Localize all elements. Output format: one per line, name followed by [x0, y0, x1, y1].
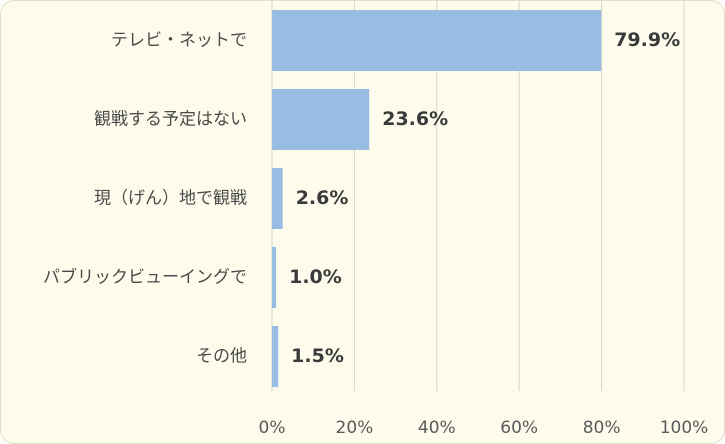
x-tick-label: 60% — [500, 418, 538, 438]
x-tick-label: 40% — [418, 418, 456, 438]
category-label: 現（げん）地で観戦 — [94, 189, 247, 209]
category-label: 観戦する予定はない — [94, 110, 247, 130]
value-labels: 79.9% 23.6% 2.6% 1.0% 1.5% — [289, 29, 680, 367]
x-tick-label: 20% — [336, 418, 374, 438]
value-label: 1.5% — [291, 345, 344, 367]
value-label: 23.6% — [382, 108, 448, 130]
x-axis-ticks: 0% 20% 40% 60% 80% 100% — [259, 418, 709, 438]
bar — [272, 168, 283, 229]
x-tick-label: 100% — [660, 418, 709, 438]
value-label: 1.0% — [289, 266, 342, 288]
category-label: その他 — [196, 347, 247, 367]
bars — [272, 10, 602, 387]
bar — [272, 89, 370, 150]
value-label: 2.6% — [296, 187, 349, 209]
category-labels: テレビ・ネットで観戦する予定はない現（げん）地で観戦パブリックビューイングでその… — [43, 31, 247, 367]
value-label: 79.9% — [614, 29, 680, 51]
category-label: パブリックビューイングで — [43, 267, 247, 288]
bar — [272, 10, 602, 71]
category-label: テレビ・ネットで — [111, 31, 247, 51]
bar — [272, 326, 279, 387]
x-tick-label: 80% — [583, 418, 621, 438]
bar — [272, 247, 277, 308]
x-tick-label: 0% — [259, 418, 286, 438]
